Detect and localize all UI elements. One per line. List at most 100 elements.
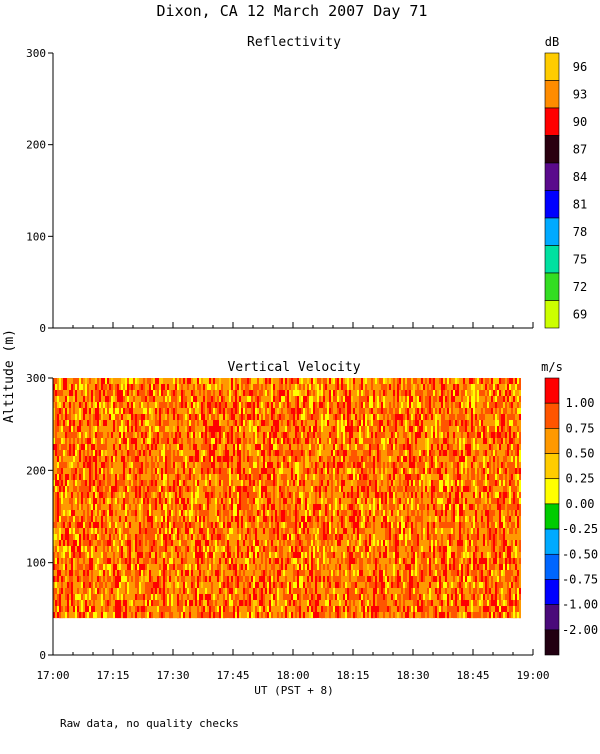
velocity-cell — [331, 504, 333, 510]
velocity-cell — [197, 558, 199, 564]
velocity-cell — [215, 492, 217, 498]
velocity-cell — [185, 474, 187, 492]
velocity-cell — [281, 426, 283, 432]
velocity-cell — [127, 396, 129, 402]
velocity-cell — [247, 426, 249, 438]
velocity-cell — [159, 504, 161, 510]
velocity-cell — [199, 570, 201, 576]
velocity-cell — [93, 492, 95, 510]
velocity-cell — [299, 606, 301, 618]
velocity-cell — [335, 462, 337, 468]
velocity-cell — [131, 456, 133, 462]
velocity-cell — [287, 402, 289, 408]
velocity-cell — [289, 384, 291, 390]
velocity-cell — [311, 564, 313, 570]
velocity-cell — [97, 396, 99, 402]
velocity-cell — [187, 480, 189, 486]
velocity-cell — [63, 516, 65, 522]
velocity-cell — [281, 444, 283, 456]
velocity-cell — [59, 588, 61, 594]
velocity-cell — [243, 570, 245, 576]
velocity-cell — [113, 378, 115, 390]
velocity-cell — [195, 528, 197, 534]
colorbar-swatch — [545, 246, 559, 274]
velocity-cell — [161, 612, 163, 618]
velocity-cell — [65, 528, 67, 534]
velocity-cell — [61, 468, 63, 474]
velocity-cell — [323, 534, 325, 540]
velocity-cell — [195, 492, 197, 498]
velocity-cell — [185, 528, 187, 534]
velocity-cell — [199, 468, 201, 474]
velocity-cell — [313, 612, 315, 618]
velocity-cell — [241, 606, 243, 618]
velocity-cell — [225, 606, 227, 612]
velocity-cell — [93, 612, 95, 618]
velocity-cell — [77, 474, 79, 492]
velocity-cell — [195, 414, 197, 420]
velocity-cell — [185, 600, 187, 606]
velocity-cell — [163, 402, 165, 408]
velocity-cell — [67, 432, 69, 438]
velocity-cell — [187, 606, 189, 618]
colorbar-label: 93 — [573, 87, 587, 101]
colorbar-label: 90 — [573, 115, 587, 129]
velocity-cell — [209, 582, 211, 594]
velocity-cell — [191, 606, 193, 618]
velocity-cell — [247, 408, 249, 414]
velocity-cell — [167, 612, 169, 618]
velocity-cell — [127, 606, 129, 618]
velocity-cell — [99, 486, 101, 492]
velocity-cell — [295, 612, 297, 618]
velocity-cell — [325, 570, 327, 582]
velocity-cell — [119, 600, 121, 618]
velocity-cell — [135, 600, 137, 606]
velocity-cell — [63, 432, 65, 438]
velocity-cell — [137, 558, 139, 564]
velocity-cell — [235, 420, 237, 426]
velocity-cell — [321, 612, 323, 618]
velocity-cell — [323, 522, 325, 528]
velocity-cell — [257, 390, 259, 396]
velocity-cell — [115, 480, 117, 492]
velocity-cell — [249, 384, 251, 390]
velocity-cell — [79, 582, 81, 588]
velocity-cell — [67, 480, 69, 486]
velocity-cell — [295, 540, 297, 546]
velocity-cell — [279, 540, 281, 546]
velocity-cell — [281, 534, 283, 540]
y-tick-label: 200 — [26, 139, 46, 152]
velocity-cell — [339, 426, 341, 444]
velocity-cell — [165, 402, 167, 414]
velocity-cell — [317, 420, 319, 432]
velocity-cell — [109, 378, 111, 384]
velocity-cell — [205, 612, 207, 618]
velocity-cell — [151, 612, 153, 618]
velocity-cell — [237, 510, 239, 516]
velocity-cell — [225, 474, 227, 480]
velocity-cell — [233, 396, 235, 402]
velocity-cell — [125, 456, 127, 462]
velocity-cell — [331, 462, 333, 480]
velocity-cell — [307, 510, 309, 516]
velocity-cell — [269, 564, 271, 570]
velocity-cell — [97, 408, 99, 414]
velocity-cell — [151, 546, 153, 552]
velocity-cell — [275, 600, 277, 606]
velocity-cell — [331, 510, 333, 516]
colorbar-swatch — [545, 136, 559, 164]
velocity-cell — [271, 540, 273, 546]
velocity-cell — [91, 450, 93, 456]
velocity-cell — [225, 438, 227, 444]
velocity-cell — [115, 378, 117, 384]
velocity-cell — [267, 414, 269, 420]
velocity-cell — [325, 486, 327, 492]
velocity-cell — [95, 426, 97, 432]
velocity-cell — [231, 486, 233, 498]
velocity-cell — [183, 486, 185, 498]
velocity-cell — [301, 426, 303, 432]
velocity-cell — [245, 606, 247, 618]
velocity-cell — [69, 582, 71, 588]
colorbar-swatch — [545, 81, 559, 109]
velocity-cell — [341, 432, 343, 438]
